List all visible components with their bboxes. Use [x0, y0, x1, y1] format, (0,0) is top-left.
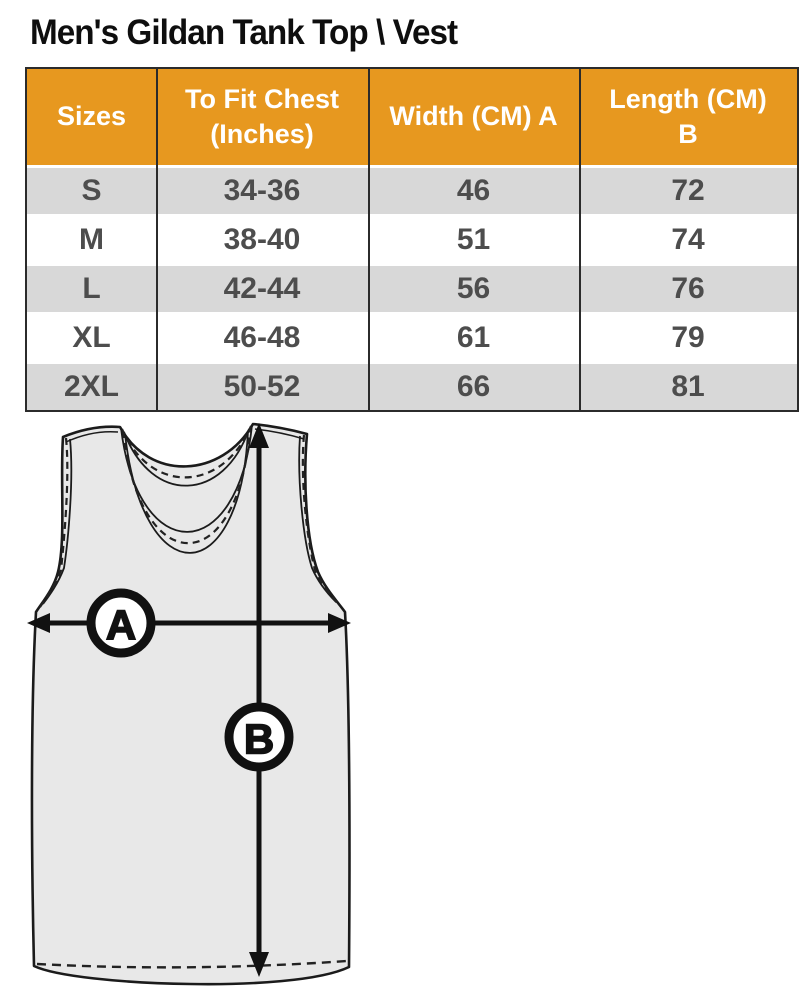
- back-neckline: [123, 428, 250, 487]
- cell-size: L: [82, 272, 101, 305]
- header-label: Length (CM): [609, 83, 767, 114]
- cell-length: 76: [671, 272, 705, 305]
- cell-size: 2XL: [63, 370, 120, 403]
- table-row: L 42-44 56 76: [27, 263, 797, 312]
- left-shoulder-seam: [65, 430, 119, 443]
- cell-width: 56: [456, 272, 491, 305]
- arrowhead-down: [249, 952, 269, 977]
- length-arrow: [249, 423, 269, 977]
- width-arrow: [27, 613, 351, 633]
- tank-top-illustration: A B: [0, 420, 420, 1000]
- table-row: XL 46-48 61 79: [27, 312, 797, 361]
- garment-outline: [30, 422, 351, 986]
- cell-chest: 42-44: [223, 272, 301, 305]
- hem-stitch-line: [36, 959, 348, 969]
- header-cell-sizes: Sizes: [27, 69, 156, 165]
- page-title: Men's Gildan Tank Top \ Vest: [30, 13, 458, 52]
- header-label: To Fit Chest: [185, 83, 339, 114]
- cell-length: 72: [671, 174, 705, 207]
- length-label-circle: B: [224, 702, 294, 772]
- length-label: B: [244, 716, 274, 763]
- width-label-circle: A: [86, 588, 156, 658]
- arrowhead-left: [27, 613, 50, 633]
- cell-width: 66: [456, 370, 491, 403]
- header-label: Width (CM) A: [389, 101, 558, 132]
- cell-size: M: [79, 223, 104, 256]
- cell-length: 79: [671, 321, 705, 354]
- left-armhole-stitch-line: [39, 437, 69, 608]
- width-label: A: [106, 602, 136, 649]
- cell-length: 74: [671, 223, 705, 256]
- front-neck-stitch-line: [121, 427, 252, 545]
- column-divider: [156, 69, 158, 410]
- header-cell-length: Length (CM) B: [579, 69, 797, 165]
- header-label: B: [678, 119, 698, 149]
- cell-size: S: [81, 174, 102, 207]
- table-row: S 34-36 46 72: [27, 165, 797, 214]
- column-divider: [368, 69, 370, 410]
- cell-width: 46: [456, 174, 491, 207]
- cell-chest: 50-52: [223, 370, 301, 403]
- arrowhead-right: [328, 613, 351, 633]
- left-armhole-binding: [42, 438, 73, 605]
- header-cell-width: Width (CM) A: [368, 69, 579, 165]
- cell-chest: 46-48: [223, 321, 301, 354]
- cell-width: 51: [456, 223, 491, 256]
- arrowhead-up: [249, 423, 269, 448]
- cell-width: 61: [456, 321, 491, 354]
- table-row: M 38-40 51 74: [27, 214, 797, 263]
- right-armhole-binding: [298, 435, 337, 603]
- cell-length: 81: [671, 370, 705, 403]
- header-label: Sizes: [56, 101, 127, 132]
- cell-chest: 38-40: [223, 223, 301, 256]
- header-label: (Inches): [210, 119, 314, 149]
- cell-size: XL: [72, 321, 111, 354]
- cell-chest: 34-36: [223, 174, 301, 207]
- column-divider: [579, 69, 581, 410]
- table-header-row: Sizes To Fit Chest (Inches) Width (CM) A…: [27, 69, 797, 165]
- size-chart-table: Sizes To Fit Chest (Inches) Width (CM) A…: [25, 67, 799, 412]
- header-cell-chest: To Fit Chest (Inches): [156, 69, 368, 165]
- table-row: 2XL 50-52 66 81: [27, 361, 797, 410]
- back-neck-stitch-line: [120, 425, 253, 479]
